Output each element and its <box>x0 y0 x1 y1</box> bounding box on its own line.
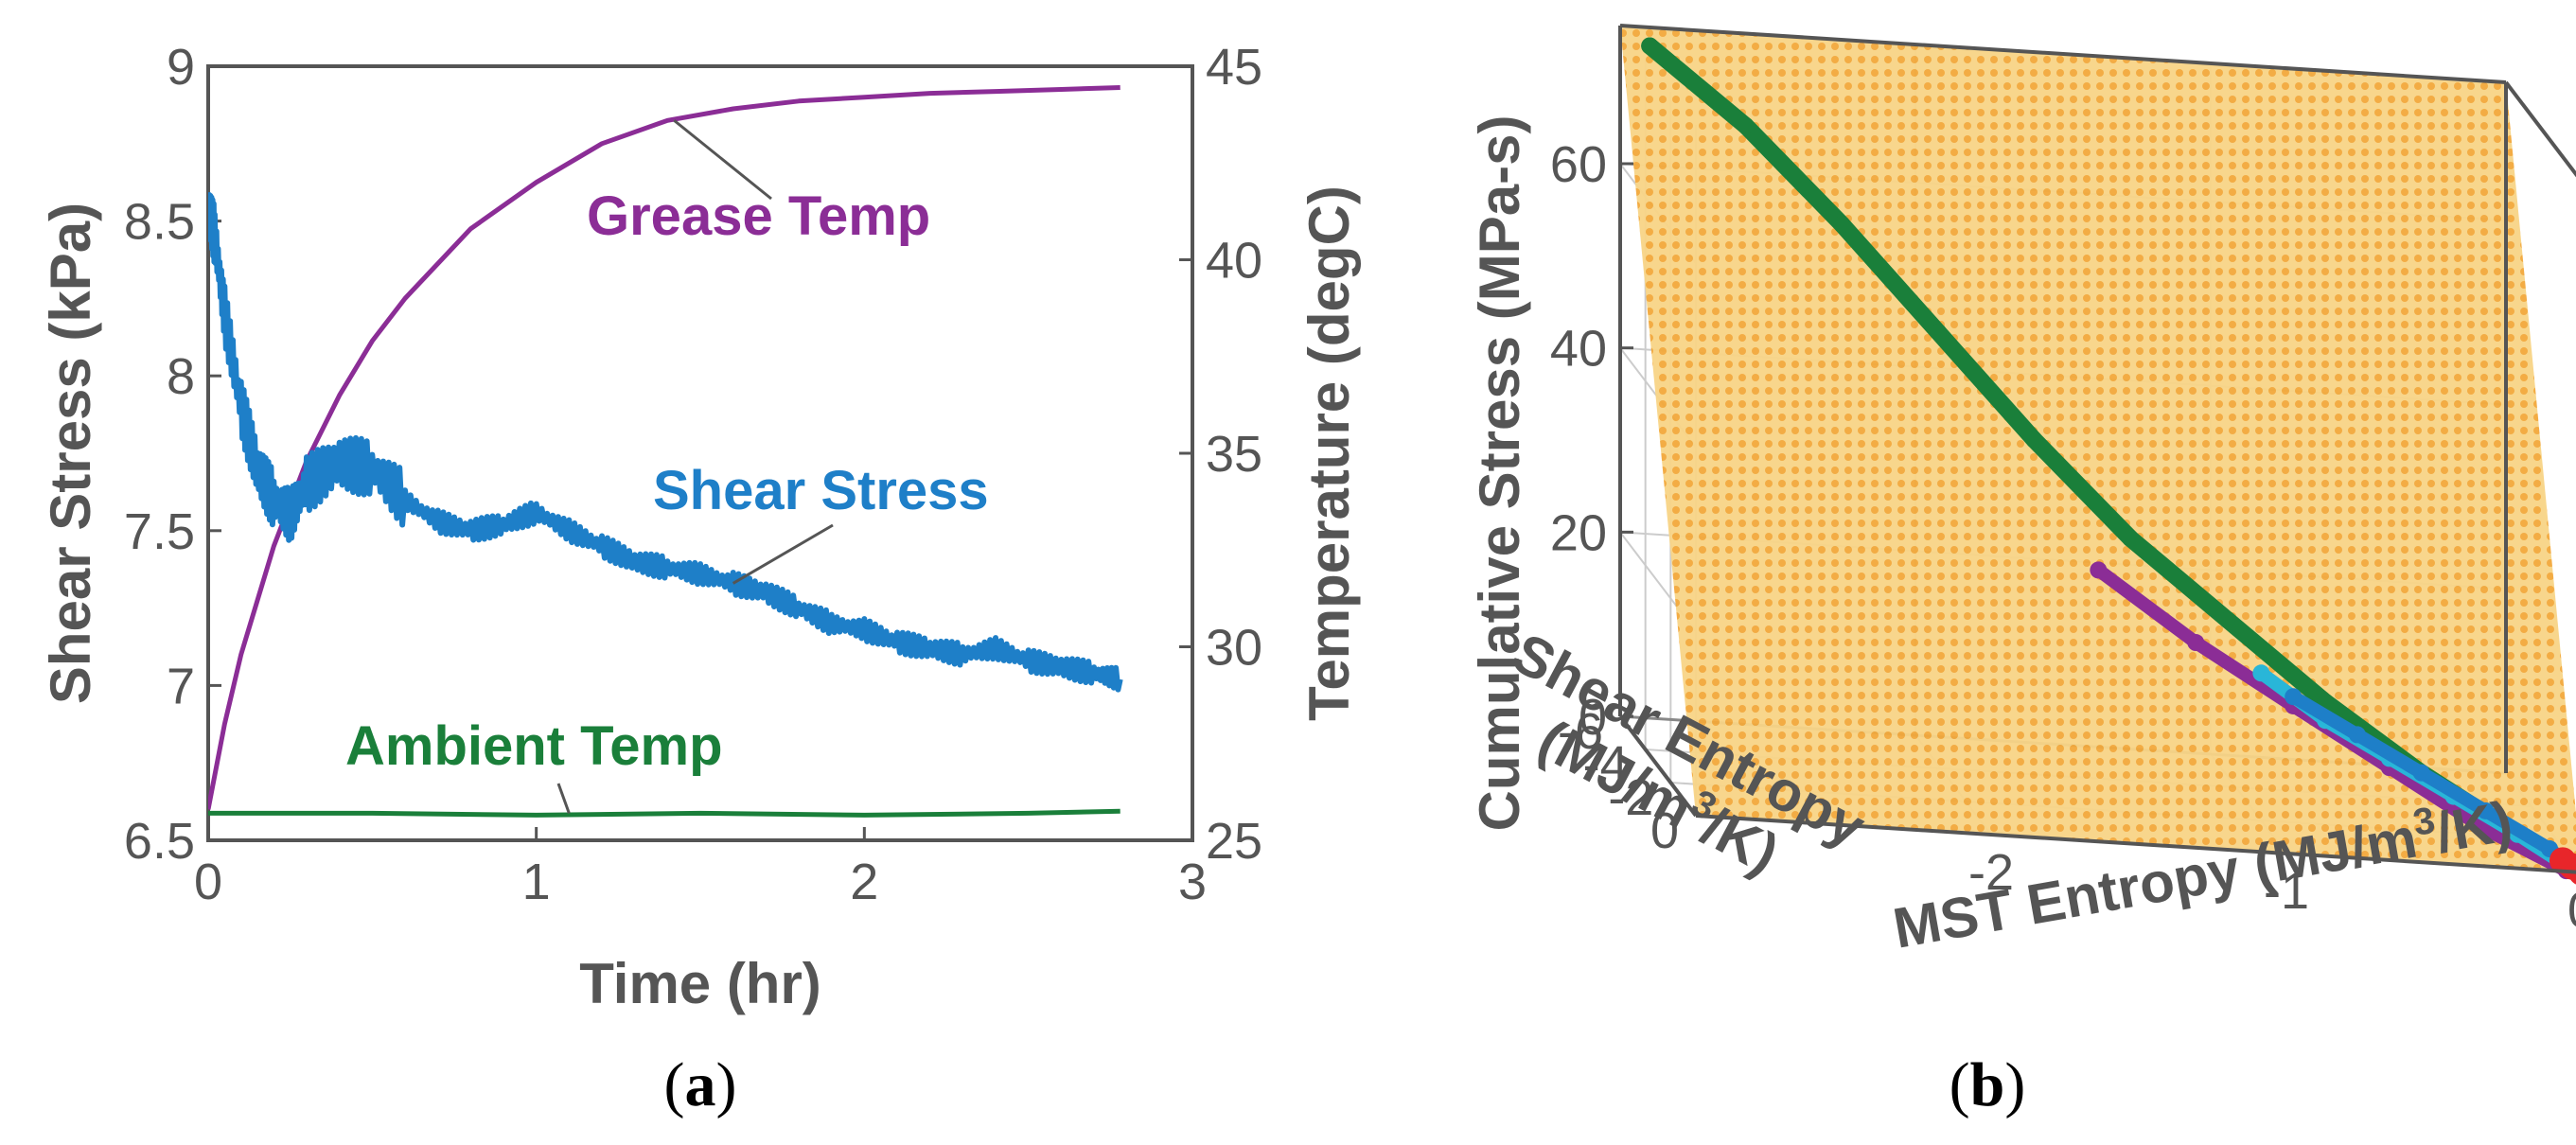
right-y-tick-label: 45 <box>1206 39 1262 96</box>
x-tick-label: 3 <box>1178 854 1207 910</box>
ambient-temp-line <box>208 808 1120 818</box>
run-1-point <box>2122 529 2140 547</box>
grease-temp-leader <box>673 119 772 201</box>
shear-entropy-tick-label: -4 <box>1583 736 1629 793</box>
panel-b-shear-entropy-ticks: -6-4-20 <box>1558 703 1679 859</box>
panel-b-box-front <box>1618 24 2576 874</box>
run-1-point <box>1737 117 1755 135</box>
run-4-point <box>2412 764 2430 782</box>
panel-a-caption: (a) <box>664 1050 737 1119</box>
shear-entropy-tick-label: -6 <box>1558 703 1603 760</box>
panel-a-x-ticks: 0 1 2 3 <box>194 827 1207 910</box>
run-2-point <box>2187 634 2205 652</box>
run-1-point <box>1930 324 1947 342</box>
run-4-point <box>2477 802 2495 819</box>
panel-a-left-y-axis-label: Shear Stress (kPa) <box>39 203 102 704</box>
right-y-tick-label: 35 <box>1206 426 1262 483</box>
panel-b-z-axis-label: Cumulative Stress (MPa-s) <box>1468 115 1531 832</box>
left-y-tick-label: 7.5 <box>124 503 195 560</box>
run-1-point <box>2219 611 2237 629</box>
run-4-point <box>2285 688 2303 706</box>
panel-a-right-y-axis-label: Temperature (degC) <box>1297 185 1361 721</box>
panel-a: 0 1 2 3 6.5 7 7.5 8 8.5 9 25 30 35 40 45 Time (hr) S… <box>39 39 1361 1119</box>
panel-a-right-y-ticks: 25 30 35 40 45 <box>1179 39 1262 870</box>
mst-entropy-tick-label: -2 <box>1968 844 2014 901</box>
run-4-point <box>2348 726 2366 744</box>
panel-b-caption: (b) <box>1950 1050 2026 1119</box>
shear-stress-leader <box>732 523 834 585</box>
z-tick-label: 20 <box>1550 504 1607 561</box>
z-tick-label: 0 <box>1579 689 1607 746</box>
panel-b-mst-entropy-ticks: -2 -1 0 <box>1968 844 2576 939</box>
box-edge-bottom-left <box>1618 714 1698 818</box>
x-tick-label: 1 <box>522 854 551 910</box>
panel-a-left-y-ticks: 6.5 7 7.5 8 8.5 9 <box>124 39 221 870</box>
left-y-tick-label: 6.5 <box>124 813 195 870</box>
right-y-tick-label: 30 <box>1206 620 1262 677</box>
x-tick-label: 0 <box>194 854 222 910</box>
panel-b-series <box>1641 37 2576 885</box>
right-y-tick-label: 25 <box>1206 813 1262 870</box>
run-1-point <box>1833 216 1851 234</box>
mst-entropy-tick-label: -1 <box>2264 863 2309 920</box>
mst-entropy-tick-label: 0 <box>2567 882 2576 939</box>
x-tick-label: 2 <box>850 854 878 910</box>
z-tick-label: 60 <box>1550 136 1607 193</box>
panel-a-series <box>208 85 1123 818</box>
left-y-tick-label: 7 <box>167 658 195 714</box>
shear-entropy-tick-label: 0 <box>1650 802 1679 859</box>
z-tick-label: 40 <box>1550 321 1607 378</box>
box-edge-top-back <box>1619 24 2507 84</box>
shear-entropy-tick-label: -2 <box>1608 769 1653 826</box>
grease-temp-label: Grease Temp <box>587 185 930 247</box>
panel-a-label-leaders <box>556 119 834 814</box>
run-1-point <box>2025 431 2043 449</box>
run-3-point <box>2252 664 2270 682</box>
right-y-tick-label: 40 <box>1206 233 1262 290</box>
panel-a-x-axis-label: Time (hr) <box>579 952 821 1015</box>
run-1-point <box>1641 37 1659 55</box>
ambient-temp-leader <box>556 783 571 814</box>
box-edge-top-right <box>2504 80 2576 178</box>
ambient-temp-label: Ambient Temp <box>345 715 723 777</box>
shear-stress-line <box>208 192 1123 693</box>
grease-temp-line <box>208 85 1120 810</box>
panel-b-z-ticks: 0 20 40 60 <box>1550 136 1633 746</box>
left-y-tick-label: 8.5 <box>124 194 195 251</box>
box-edge-bottom-front <box>1695 814 2576 874</box>
run-2-point <box>2090 561 2108 579</box>
left-y-tick-label: 9 <box>167 39 195 96</box>
left-y-tick-label: 8 <box>167 348 195 405</box>
shear-stress-label: Shear Stress <box>653 460 989 521</box>
